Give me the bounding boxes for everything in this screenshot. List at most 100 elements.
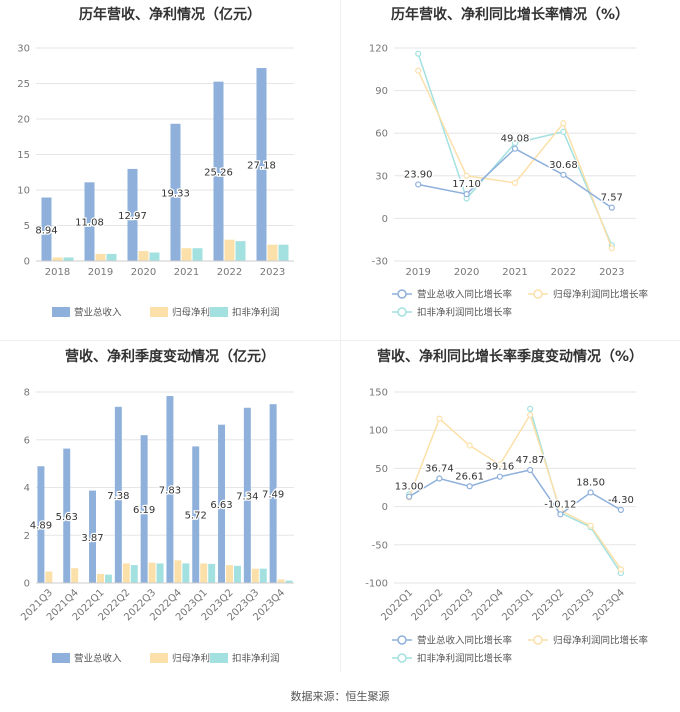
- data-label: 4.89: [30, 521, 52, 532]
- data-label: 5.72: [185, 511, 207, 522]
- y-tick-label: 100: [369, 426, 388, 437]
- bar: [256, 68, 267, 261]
- data-point: [617, 506, 624, 513]
- data-label: 7.38: [107, 491, 129, 502]
- y-tick-label: 50: [375, 464, 388, 475]
- bar: [104, 574, 112, 583]
- data-point: [608, 245, 615, 252]
- data-label: 39.16: [486, 462, 515, 473]
- series-line: [408, 469, 622, 516]
- data-label: 3.87: [81, 533, 103, 544]
- legend-marker: [533, 635, 543, 645]
- data-label: 36.74: [425, 464, 454, 475]
- data-label: 7.83: [159, 486, 181, 497]
- data-point: [463, 191, 470, 198]
- quarterly-revenue-profit-chart: 营收、净利季度变动情况（亿元） 0 2 4 6 8 4.89 5.63 3.87 7.38 6.1…: [0, 342, 340, 682]
- legend-marker: [397, 653, 407, 663]
- bar: [89, 490, 97, 583]
- data-point: [560, 128, 567, 135]
- horizontal-divider: [0, 340, 680, 341]
- y-tick-label: 20: [17, 115, 30, 126]
- bar: [138, 251, 149, 261]
- bar: [226, 565, 233, 583]
- data-label: 23.90: [404, 169, 433, 180]
- legend-label: 归母净利润同比增长率: [553, 635, 649, 647]
- legend-marker: [397, 289, 407, 299]
- chart-canvas: -100 -50 0 50 100 150 13.0036.7426.6139.1647.8…: [365, 388, 649, 665]
- bar: [224, 239, 235, 261]
- bar: [122, 563, 130, 583]
- bar: [114, 406, 122, 583]
- bar: [97, 573, 104, 583]
- data-label: 6.19: [133, 505, 155, 516]
- bar: [218, 424, 226, 583]
- data-point: [436, 415, 443, 422]
- data-point: [466, 483, 473, 490]
- legend-marker: [397, 635, 407, 645]
- data-label: -10.12: [544, 499, 576, 510]
- vertical-divider: [340, 0, 341, 672]
- bar: [41, 197, 52, 261]
- bar: [181, 248, 192, 261]
- legend-label: 归母净利润: [172, 307, 220, 319]
- bar: [233, 565, 241, 583]
- data-label: 6.63: [210, 500, 232, 511]
- data-label: 7.57: [601, 193, 623, 204]
- data-point: [527, 411, 534, 419]
- data-label: 47.87: [516, 455, 545, 466]
- data-point: [466, 442, 473, 449]
- bar: [63, 257, 74, 261]
- data-point: [415, 50, 422, 57]
- bar: [63, 448, 71, 583]
- legend-swatch: [52, 307, 70, 317]
- bar: [208, 563, 216, 583]
- data-label: 11.08: [75, 218, 104, 229]
- bar: [192, 446, 200, 583]
- data-point: [406, 493, 413, 500]
- data-point: [587, 489, 594, 496]
- data-source-label: 数据来源：恒生聚源: [290, 690, 390, 703]
- legend-swatch: [150, 307, 168, 317]
- x-tick-label: 2023: [260, 267, 285, 278]
- x-tick-label: 2022Q3: [440, 587, 476, 623]
- bar: [166, 396, 174, 583]
- x-tick-label: 2022Q1: [379, 587, 415, 623]
- x-tick-label: 2023Q1: [500, 587, 536, 623]
- data-point: [617, 566, 624, 573]
- bar: [243, 407, 251, 583]
- data-point: [511, 179, 519, 186]
- data-label: 18.50: [576, 477, 605, 488]
- x-tick-label: 2021: [502, 267, 527, 278]
- bar: [277, 579, 285, 583]
- legend-swatch: [210, 307, 228, 317]
- x-tick-label: 2021: [174, 267, 199, 278]
- bar: [37, 466, 45, 583]
- x-tick-label: 2020: [131, 267, 156, 278]
- x-tick-label: 2020: [454, 267, 479, 278]
- chart-canvas: 0 2 4 6 8 4.89 5.633.87 7.38 6.19 7.83 5.726.63 7.3…: [19, 388, 294, 665]
- bar: [84, 182, 95, 261]
- chart-canvas: 0 5 10 15 20 25 30 8.94 11.08 12.97 19.33 25.26 27.1…: [17, 44, 294, 319]
- x-tick-label: 2022: [217, 267, 242, 278]
- legend-marker: [397, 307, 407, 317]
- bar: [52, 257, 63, 261]
- x-tick-label: 2022Q4: [470, 587, 506, 623]
- data-point: [463, 172, 470, 179]
- bar: [267, 244, 278, 261]
- data-label: 19.33: [161, 188, 190, 199]
- bar: [251, 568, 259, 583]
- x-tick-label: 2022Q2: [410, 587, 446, 623]
- bar: [71, 568, 79, 583]
- data-point: [560, 120, 567, 127]
- bar: [95, 253, 106, 261]
- bar: [269, 404, 277, 583]
- y-tick-label: 2: [24, 531, 30, 542]
- x-tick-label: 2019: [405, 267, 430, 278]
- y-tick-label: 150: [369, 388, 388, 399]
- x-tick-label: 2023: [599, 267, 624, 278]
- legend-label: 扣非净利润: [232, 653, 280, 665]
- data-label: 7.49: [262, 490, 284, 501]
- data-point: [527, 405, 534, 412]
- y-tick-label: 15: [17, 150, 30, 161]
- data-point: [415, 181, 422, 188]
